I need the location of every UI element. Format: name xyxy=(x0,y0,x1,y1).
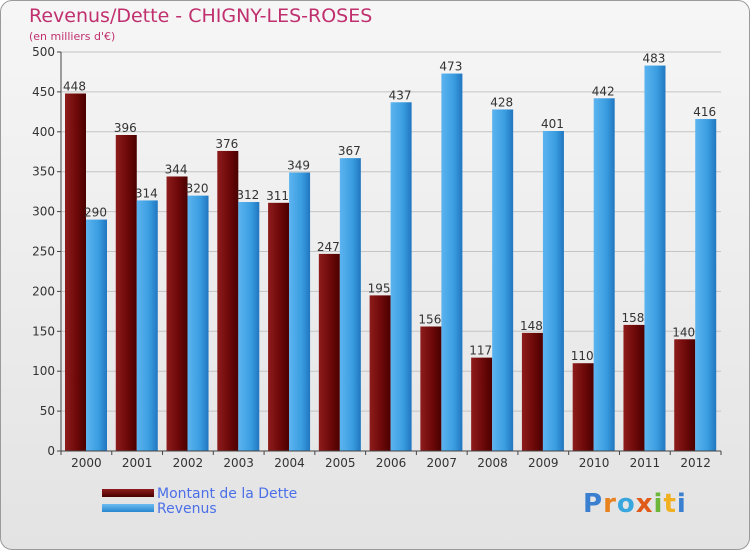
data-label: 442 xyxy=(592,84,615,98)
data-label: 156 xyxy=(418,313,441,327)
logo-letter: x xyxy=(635,489,654,519)
data-label: 448 xyxy=(63,79,86,93)
bar-revenus xyxy=(86,219,107,451)
x-tick-label: 2005 xyxy=(325,456,356,470)
data-label: 140 xyxy=(672,325,695,339)
bar-debt xyxy=(166,176,188,451)
bar-debt xyxy=(572,363,594,451)
x-tick-label: 2006 xyxy=(376,456,407,470)
bar-revenus xyxy=(542,131,564,451)
bar-revenus xyxy=(695,119,717,452)
bar-debt xyxy=(420,326,442,451)
bar-revenus xyxy=(593,98,615,451)
bar-debt xyxy=(217,150,239,451)
y-tick-label: 0 xyxy=(47,444,55,458)
bar-debt xyxy=(268,202,290,451)
data-label: 367 xyxy=(338,144,361,158)
bar-revenus xyxy=(238,202,260,451)
bar-revenus xyxy=(339,158,361,451)
bar-revenus xyxy=(644,65,666,451)
bar-debt xyxy=(318,253,340,451)
bar-debt xyxy=(674,339,696,451)
x-tick-label: 2008 xyxy=(477,456,508,470)
y-tick-label: 250 xyxy=(32,245,55,259)
x-tick-label: 2009 xyxy=(528,456,559,470)
bar-debt xyxy=(115,134,137,451)
data-label: 290 xyxy=(84,206,107,220)
bar-revenus xyxy=(289,172,311,452)
logo-letter: i xyxy=(653,489,664,519)
bar-revenus xyxy=(441,73,463,452)
data-label: 428 xyxy=(490,95,513,109)
data-label: 396 xyxy=(114,121,137,135)
data-label: 320 xyxy=(186,182,209,196)
x-tick-label: 2001 xyxy=(122,456,153,470)
legend-swatch-revenus xyxy=(102,504,154,512)
x-tick-label: 2011 xyxy=(630,456,661,470)
y-tick-label: 100 xyxy=(32,364,55,378)
x-tick-label: 2010 xyxy=(579,456,610,470)
bar-debt xyxy=(521,332,543,451)
logo-letter: o xyxy=(616,489,636,519)
x-tick-label: 2002 xyxy=(173,456,204,470)
y-tick-label: 150 xyxy=(32,324,55,338)
data-label: 195 xyxy=(368,281,391,295)
bar-debt xyxy=(623,324,645,451)
data-label: 344 xyxy=(165,162,188,176)
data-label: 483 xyxy=(643,52,666,66)
bar-debt xyxy=(65,93,86,451)
x-tick-label: 2012 xyxy=(680,456,711,470)
data-label: 311 xyxy=(266,189,289,203)
y-tick-label: 200 xyxy=(32,284,55,298)
data-label: 117 xyxy=(469,344,492,358)
legend-label-debt: Montant de la Dette xyxy=(157,486,298,502)
logo-letter: r xyxy=(603,489,617,519)
x-tick-label: 2007 xyxy=(426,456,457,470)
logo-letter: t xyxy=(663,489,677,519)
data-label: 416 xyxy=(693,105,716,119)
x-tick-label: 2000 xyxy=(71,456,102,470)
data-label: 312 xyxy=(236,188,259,202)
data-label: 314 xyxy=(135,186,158,200)
y-tick-label: 400 xyxy=(32,125,55,139)
data-label: 401 xyxy=(541,117,564,131)
proxiti-logo: Proxiti xyxy=(583,489,687,519)
data-label: 110 xyxy=(571,349,594,363)
data-label: 148 xyxy=(520,319,543,333)
bar-revenus xyxy=(136,200,158,451)
data-label: 158 xyxy=(622,311,645,325)
bar-debt xyxy=(369,295,391,451)
x-tick-label: 2003 xyxy=(223,456,254,470)
y-tick-label: 300 xyxy=(32,205,55,219)
legend-swatch-debt xyxy=(102,489,154,497)
legend-label-revenus: Revenus xyxy=(157,501,217,517)
y-tick-label: 350 xyxy=(32,165,55,179)
bar-revenus xyxy=(492,109,514,452)
logo-letter: P xyxy=(583,489,604,519)
bar-debt xyxy=(471,357,493,451)
x-tick-label: 2004 xyxy=(274,456,305,470)
data-label: 473 xyxy=(439,60,462,74)
data-label: 247 xyxy=(317,240,340,254)
y-tick-label: 450 xyxy=(32,85,55,99)
bar-revenus xyxy=(390,102,412,452)
data-label: 349 xyxy=(287,158,310,172)
logo-letter: i xyxy=(676,489,687,519)
y-tick-label: 50 xyxy=(40,404,55,418)
y-tick-label: 500 xyxy=(32,45,55,59)
chart-subtitle: (en milliers d'€) xyxy=(29,30,116,43)
data-label: 437 xyxy=(389,88,412,102)
bar-revenus xyxy=(187,195,209,451)
chart-title: Revenus/Dette - CHIGNY-LES-ROSES xyxy=(29,5,373,27)
data-label: 376 xyxy=(215,137,238,151)
